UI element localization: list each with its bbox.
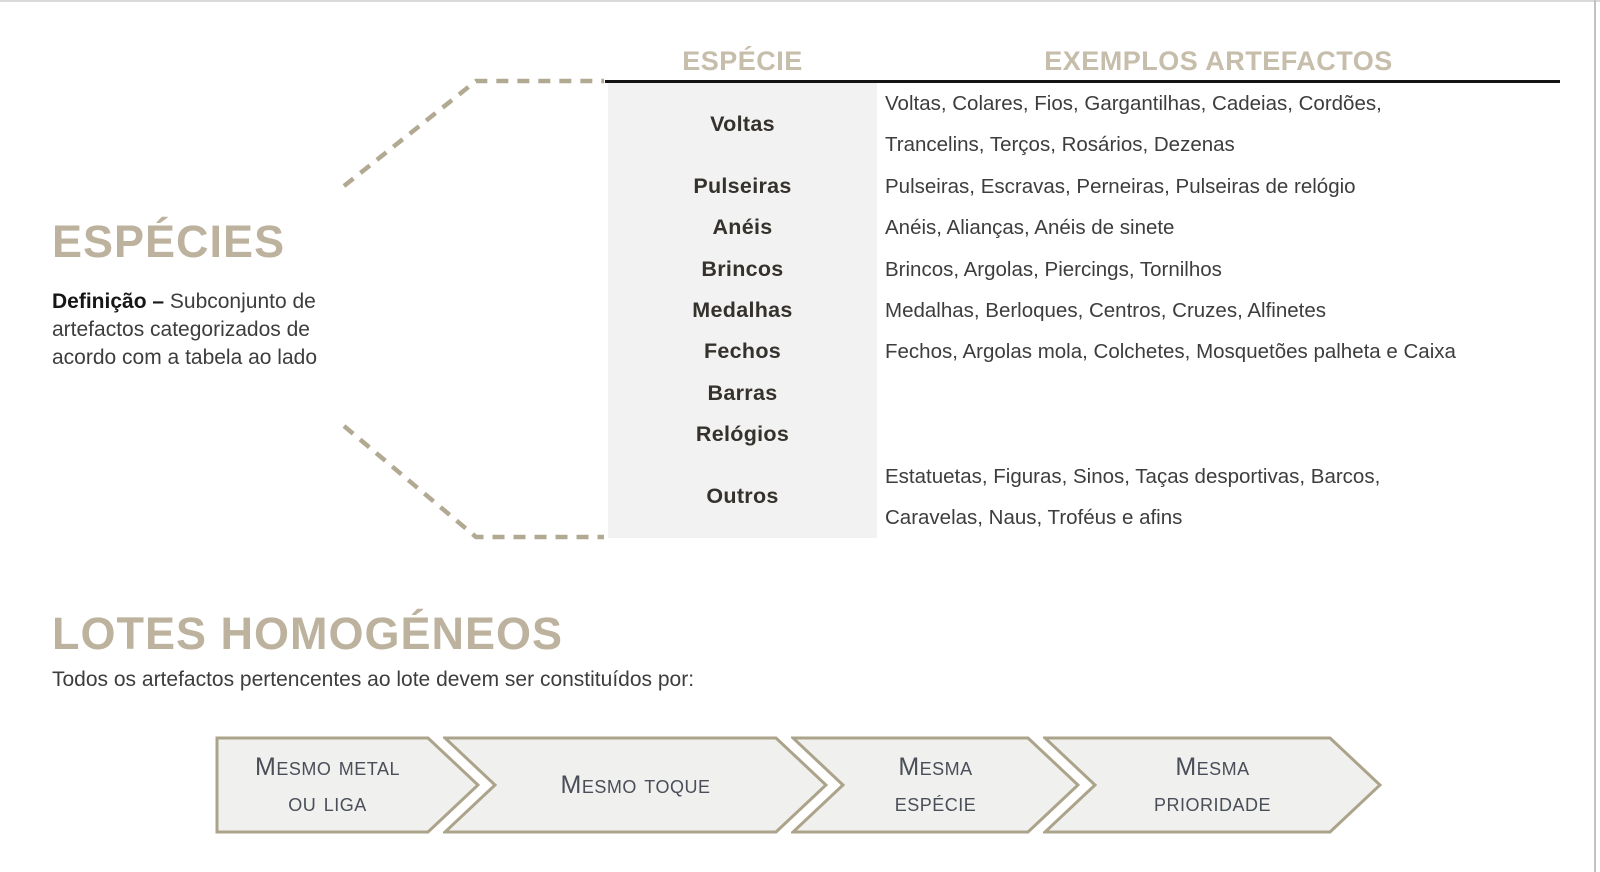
table-header-examples: EXEMPLOS ARTEFACTOS — [1044, 46, 1393, 76]
chevron-label-line: Mesmo metal — [255, 753, 400, 781]
example-line: Voltas, Colares, Fios, Gargantilhas, Cad… — [885, 92, 1382, 115]
species-name: Voltas — [608, 83, 877, 166]
chevron-label: Mesma espécie — [843, 736, 1028, 834]
examples-cell: Estatuetas, Figuras, Sinos, Taças despor… — [877, 456, 1560, 539]
process-step: Mesma espécie — [791, 736, 1080, 834]
table-row: Anéis Anéis, Alianças, Anéis de sinete — [608, 207, 1560, 249]
process-step: Mesma prioridade — [1043, 736, 1382, 834]
example-line: Estatuetas, Figuras, Sinos, Taças despor… — [885, 464, 1381, 488]
window-top-edge — [0, 0, 1600, 2]
species-name: Outros — [608, 455, 877, 539]
chevron-label-line: espécie — [894, 789, 977, 817]
chevron-label: Mesma prioridade — [1095, 736, 1330, 834]
process-step: Mesmo toque — [443, 736, 828, 834]
species-table: Voltas Voltas, Colares, Fios, Gargantilha… — [608, 83, 1560, 539]
species-name: Anéis — [608, 207, 877, 249]
chevron-label-line: Mesma — [898, 753, 973, 781]
lots-section-title: LOTES HOMOGÉNEOS — [52, 608, 564, 659]
examples-cell — [877, 414, 1560, 455]
examples-cell: Pulseiras, Escravas, Perneiras, Pulseira… — [877, 166, 1560, 207]
species-name: Relógios — [608, 414, 877, 456]
table-header-species: ESPÉCIE — [682, 46, 803, 76]
chevron-label-line: Mesmo toque — [560, 771, 711, 799]
example-line: Anéis, Alianças, Anéis de sinete — [885, 216, 1175, 240]
examples-cell: Anéis, Alianças, Anéis de sinete — [877, 207, 1560, 248]
chevron-shape — [1043, 736, 1382, 834]
examples-cell — [877, 373, 1560, 414]
chevron-shape — [791, 736, 1080, 834]
table-row: Relógios — [608, 414, 1560, 456]
example-line — [885, 373, 1560, 414]
example-line: Fechos, Argolas mola, Colchetes, Mosquet… — [885, 340, 1456, 364]
table-row: Fechos Fechos, Argolas mola, Colchetes, M… — [608, 331, 1560, 373]
examples-cell: Medalhas, Berloques, Centros, Cruzes, Al… — [877, 290, 1560, 331]
chevron-shape — [215, 736, 480, 834]
lots-subtitle: Todos os artefactos pertencentes ao lote… — [52, 668, 695, 691]
dashed-connector-bottom — [342, 424, 604, 540]
example-line: Medalhas, Berloques, Centros, Cruzes, Al… — [885, 299, 1326, 323]
chevron-label-line: prioridade — [1153, 789, 1272, 817]
chevron-label: Mesmo metal ou liga — [227, 736, 428, 834]
species-definition: Definição – Subconjunto de artefactos ca… — [52, 288, 360, 372]
table-header-rule — [605, 80, 1560, 83]
example-line: Trancelins, Terços, Rosários, Dezenas — [885, 133, 1235, 157]
example-line — [885, 414, 1560, 455]
process-step: Mesmo metal ou liga — [215, 736, 480, 834]
chevron-label: Mesmo toque — [495, 736, 776, 834]
chevron-label-line: Mesma — [1175, 753, 1250, 781]
chevron-label-line: ou liga — [288, 789, 367, 817]
example-line: Caravelas, Naus, Troféus e afins — [885, 506, 1183, 530]
species-name: Medalhas — [608, 290, 877, 332]
definition-label: Definição – — [52, 290, 165, 313]
table-row: Barras — [608, 372, 1560, 415]
table-row: Medalhas Medalhas, Berloques, Centros, Cr… — [608, 290, 1560, 332]
example-line: Brincos, Argolas, Piercings, Tornilhos — [885, 257, 1222, 281]
species-name: Pulseiras — [608, 165, 877, 208]
table-row: Pulseiras Pulseiras, Escravas, Perneiras,… — [608, 165, 1560, 208]
process-flow: Mesmo metal ou liga Mesmo toque Mesma espéci… — [0, 736, 1600, 834]
species-name: Brincos — [608, 248, 877, 291]
examples-cell: Brincos, Argolas, Piercings, Tornilhos — [877, 249, 1560, 290]
examples-cell: Fechos, Argolas mola, Colchetes, Mosquet… — [877, 331, 1560, 372]
species-section-title: ESPÉCIES — [52, 216, 286, 267]
table-row: Brincos Brincos, Argolas, Piercings, Torn… — [608, 248, 1560, 291]
table-row: Outros Estatuetas, Figuras, Sinos, Taças … — [608, 455, 1560, 539]
examples-cell: Voltas, Colares, Fios, Gargantilhas, Cad… — [877, 83, 1560, 166]
example-line: Pulseiras, Escravas, Perneiras, Pulseira… — [885, 174, 1356, 198]
dashed-connector-top — [342, 78, 604, 188]
window-right-edge — [1594, 0, 1596, 872]
table-row: Voltas Voltas, Colares, Fios, Gargantilha… — [608, 83, 1560, 166]
chevron-shape — [443, 736, 828, 834]
species-name: Barras — [608, 372, 877, 415]
definition-text: Subconjunto de artefactos categorizados … — [52, 290, 318, 369]
species-name: Fechos — [608, 331, 877, 373]
